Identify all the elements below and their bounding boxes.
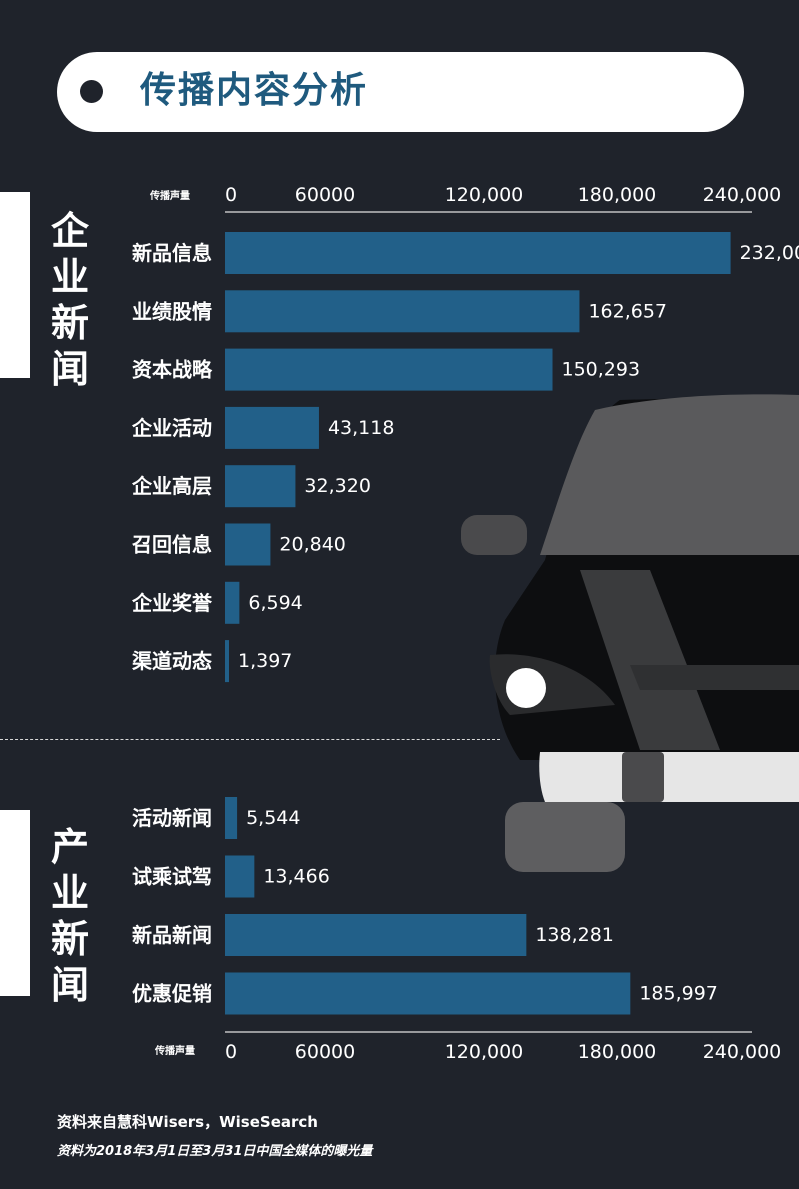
axis-title: 传播声量 [154, 1044, 195, 1057]
value-label: 150,293 [562, 359, 641, 381]
category-label: 企业奖誉 [131, 591, 213, 615]
bar [225, 465, 296, 508]
bar [225, 232, 731, 274]
title-banner [57, 52, 744, 132]
source-note: 资料来自慧科Wisers，WiseSearch [57, 1113, 318, 1131]
date-range-note: 资料为2018年3月1日至3月31日中国全媒体的曝光量 [57, 1144, 373, 1159]
tick-label: 120,000 [445, 1041, 524, 1063]
tick-label: 120,000 [445, 184, 524, 206]
category-label: 企业高层 [131, 474, 212, 498]
section-label-industry: 产业新闻 [50, 825, 89, 1007]
bar [225, 523, 271, 566]
bar [225, 348, 553, 391]
value-label: 13,466 [263, 866, 329, 888]
enterprise-bar-chart: 0 60000 120,000 180,000 240,000 新品信息 232,009 业绩… [131, 184, 799, 683]
tick-label: 60000 [295, 184, 355, 206]
tick-label: 0 [225, 184, 237, 206]
tick-label: 240,000 [703, 184, 782, 206]
bar [225, 855, 255, 898]
section-label-enterprise: 企业新闻 [50, 209, 89, 391]
bar [225, 914, 527, 956]
industry-bar-chart: 0 60000 120,000 180,000 240,000 活动新闻 5,544 试乘试驾… [132, 797, 781, 1063]
axis-title: 传播声量 [149, 189, 190, 202]
category-label: 新品信息 [132, 241, 212, 265]
value-label: 20,840 [279, 534, 345, 556]
value-label: 6,594 [248, 592, 302, 614]
axis-title-top: 传播声量 [149, 189, 190, 202]
value-label: 232,009 [740, 242, 799, 264]
category-label: 活动新闻 [132, 806, 212, 830]
tick-label: 180,000 [578, 184, 657, 206]
value-label: 1,397 [238, 650, 292, 672]
tick-label: 240,000 [703, 1041, 782, 1063]
value-label: 162,657 [588, 300, 667, 322]
category-label: 新品新闻 [132, 923, 212, 947]
category-label: 业绩股情 [132, 299, 212, 323]
tick-label: 60000 [295, 1041, 355, 1063]
category-label: 渠道动态 [132, 649, 212, 673]
section-marker-industry [0, 810, 30, 996]
bar [225, 290, 580, 333]
value-label: 138,281 [535, 924, 614, 946]
car-illustration [461, 394, 799, 872]
bar [225, 797, 238, 839]
value-label: 32,320 [304, 475, 370, 497]
category-label: 试乘试驾 [132, 865, 212, 889]
section-divider [0, 739, 500, 740]
value-label: 5,544 [246, 807, 300, 829]
page-title: 传播内容分析 [140, 70, 369, 111]
bar [225, 406, 319, 449]
category-label: 企业活动 [131, 416, 212, 440]
category-label: 优惠促销 [132, 982, 212, 1006]
tick-label: 0 [225, 1041, 237, 1063]
category-label: 资本战略 [132, 358, 213, 382]
bullet-dot-icon [80, 80, 103, 103]
tick-label: 180,000 [578, 1041, 657, 1063]
bar [225, 972, 631, 1015]
value-label: 43,118 [328, 417, 394, 439]
category-label: 召回信息 [131, 533, 212, 557]
section-marker-enterprise [0, 192, 30, 378]
bar [225, 640, 229, 683]
bar [225, 581, 240, 624]
value-label: 185,997 [639, 983, 718, 1005]
